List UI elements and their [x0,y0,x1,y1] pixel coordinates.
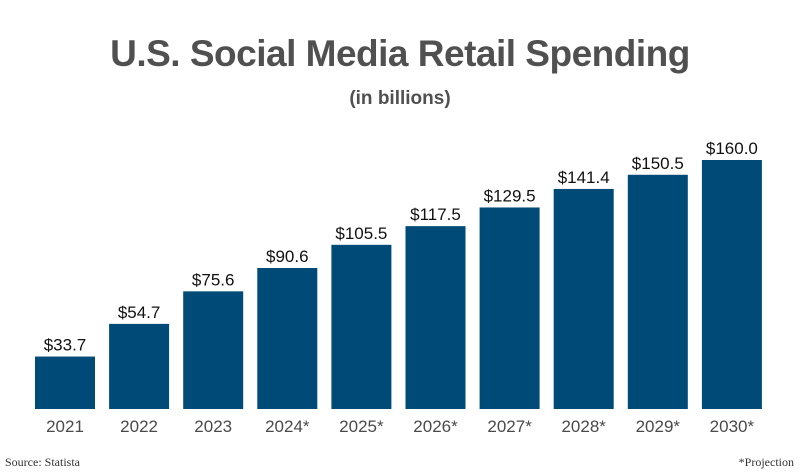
chart-title: U.S. Social Media Retail Spending [110,33,690,74]
data-label: $141.4 [558,168,610,187]
x-tick-label: 2022 [120,417,158,436]
x-tick-label: 2025* [339,417,384,436]
bar-2026 [405,226,466,409]
data-label: $117.5 [410,205,461,224]
data-label: $160.0 [706,139,758,158]
x-tick-label: 2029* [636,417,681,436]
data-label: $54.7 [118,303,161,322]
bar-2027 [479,207,540,409]
chart-subtitle: (in billions) [349,88,451,109]
bar-2024 [257,268,318,409]
x-tick-label: 2026* [413,417,458,436]
x-tick-label: 2021 [46,417,84,436]
bar-2023 [183,291,244,409]
bar-2028 [553,188,614,409]
bar-2022 [109,323,170,409]
x-tick-label: 2024* [265,417,310,436]
projection-footnote: *Projection [738,455,794,469]
x-tick-label: 2027* [487,417,532,436]
data-label: $75.6 [192,270,235,289]
bar-2029 [627,174,688,409]
bar-2030 [701,160,762,409]
data-label: $150.5 [632,154,684,173]
bar-2025 [331,244,392,409]
data-label: $33.7 [44,336,87,355]
x-tick-label: 2028* [561,417,606,436]
data-label: $90.6 [266,247,309,266]
x-tick-label: 2030* [710,417,755,436]
data-label: $105.5 [335,224,387,243]
bar-2021 [35,356,95,409]
source-note: Source: Statista [5,455,80,469]
data-label: $129.5 [484,186,536,205]
x-tick-label: 2023 [194,417,232,436]
